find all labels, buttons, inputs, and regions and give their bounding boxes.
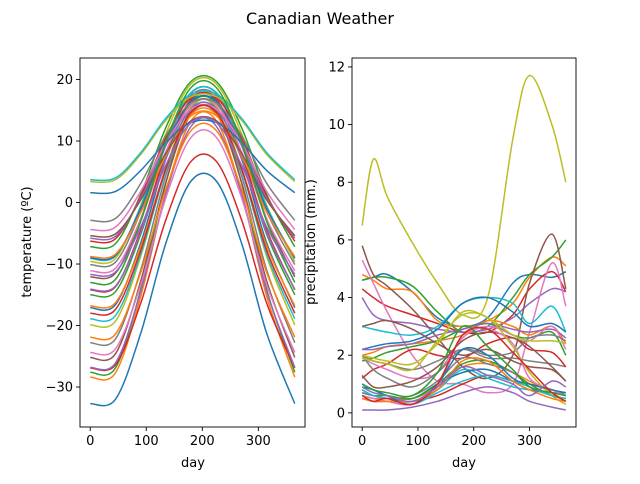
temperature-series-line-29 <box>90 93 296 184</box>
temperature-xlabel: day <box>181 456 205 471</box>
figure-title: Canadian Weather <box>246 9 394 28</box>
temperature-series-line-23 <box>90 74 296 250</box>
precipitation-axes-frame <box>351 57 577 428</box>
temperature-xtick-label: 200 <box>190 434 215 449</box>
precipitation-ytick-label: 6 <box>337 233 345 248</box>
temperature-ytick-label: 20 <box>56 73 73 88</box>
precipitation-series-line-33 <box>361 324 566 398</box>
temperature-ylabel: temperature (ºC) <box>20 186 35 297</box>
precipitation-ytick-label: 4 <box>337 291 345 306</box>
precipitation-xtick-label: 300 <box>517 434 542 449</box>
precipitation-series-line-15 <box>362 322 567 351</box>
precipitation-ytick-label: 8 <box>337 176 345 191</box>
precipitation-series-line-19 <box>361 309 566 366</box>
temperature-series-line-27 <box>90 104 296 232</box>
temperature-series-line-12 <box>90 107 296 309</box>
temperature-ytick-label: −10 <box>46 258 73 273</box>
temperature-xtick-label: 0 <box>86 434 94 449</box>
temperature-series-line-8 <box>90 101 296 347</box>
precipitation-series-line-5 <box>361 287 567 333</box>
precipitation-ytick-label: 2 <box>337 349 345 364</box>
precipitation-axes: 0 100 200 300 0 2 4 6 8 10 12 precipitation (mm.) da… <box>304 57 577 471</box>
temperature-series-line-7 <box>90 129 296 356</box>
precipitation-series-line-29 <box>361 311 567 405</box>
precipitation-series-line-17 <box>361 325 567 380</box>
temperature-series-line-28 <box>90 98 296 223</box>
precipitation-ylabel: precipitation (mm.) <box>304 179 319 305</box>
temperature-series-line-26 <box>90 115 296 238</box>
temperature-series-line-33 <box>90 79 296 286</box>
temperature-series-line-32 <box>90 122 296 341</box>
temperature-series-line-34 <box>90 104 296 316</box>
temperature-series-line-5 <box>90 117 296 371</box>
precipitation-series-line-9 <box>361 74 567 319</box>
precipitation-xtick-label: 0 <box>358 434 366 449</box>
precipitation-ytick-label: 10 <box>328 118 345 133</box>
temperature-ytick-label: 10 <box>56 135 73 150</box>
temperature-series-line-30 <box>90 90 296 182</box>
precipitation-ytick-label: 12 <box>328 60 345 75</box>
temperature-series-line-22 <box>90 110 296 259</box>
precipitation-series-line-16 <box>361 319 567 382</box>
precipitation-series-group <box>361 74 567 411</box>
precipitation-series-line-35 <box>361 365 567 403</box>
temperature-series-line-1 <box>90 172 296 407</box>
temperature-axes-frame <box>79 57 306 428</box>
temperature-ytick-label: 0 <box>65 196 73 211</box>
temperature-ytick-label: −20 <box>46 319 73 334</box>
temperature-xtick-label: 300 <box>246 434 271 449</box>
temperature-ytick-label: −30 <box>46 381 73 396</box>
precipitation-series-line-34 <box>361 326 567 406</box>
precipitation-xtick-label: 100 <box>406 434 431 449</box>
temperature-axes: 0 100 200 300 −30 −20 −10 0 10 20 temperature (ºC)… <box>20 57 306 471</box>
precipitation-series-line-23 <box>361 359 566 400</box>
precipitation-series-line-25 <box>362 386 566 411</box>
temperature-xtick-label: 100 <box>134 434 159 449</box>
precipitation-xlabel: day <box>452 456 476 471</box>
precipitation-ytick-label: 0 <box>337 406 345 421</box>
precipitation-xtick-label: 200 <box>461 434 486 449</box>
temperature-series-line-4 <box>90 153 296 372</box>
precipitation-series-line-26 <box>361 331 567 389</box>
temperature-series-line-35 <box>90 116 296 277</box>
precipitation-series-line-11 <box>361 296 567 351</box>
temperature-series-group <box>90 74 296 407</box>
precipitation-series-line-31 <box>361 346 566 406</box>
